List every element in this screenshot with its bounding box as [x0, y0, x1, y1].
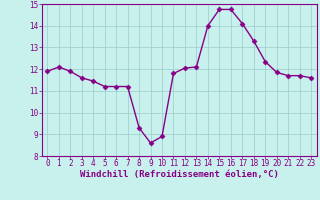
X-axis label: Windchill (Refroidissement éolien,°C): Windchill (Refroidissement éolien,°C) [80, 170, 279, 179]
